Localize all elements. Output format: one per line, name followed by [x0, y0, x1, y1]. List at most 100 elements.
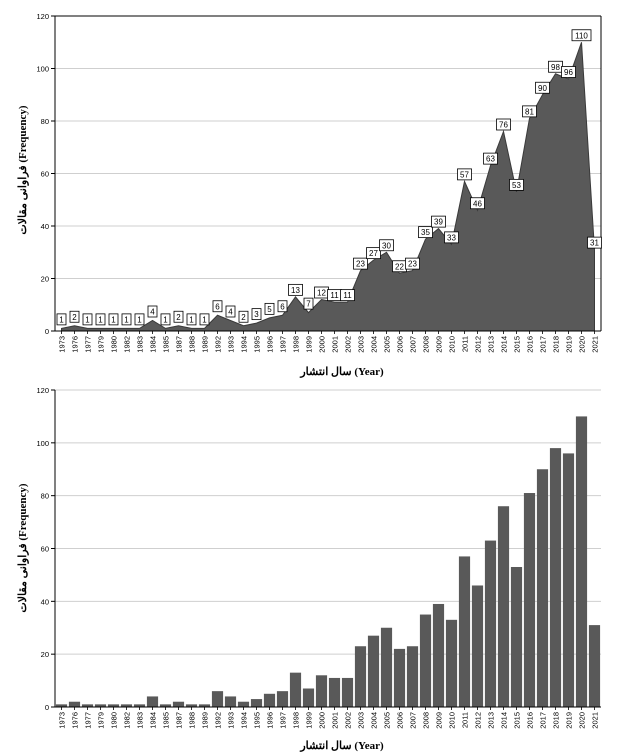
x-tick-label: 2019: [565, 712, 574, 729]
bar: [55, 704, 68, 707]
data-label: 1: [160, 313, 171, 326]
data-label: 1: [56, 313, 67, 326]
x-tick-label: 2009: [435, 336, 444, 353]
x-tick-label: 1993: [227, 712, 236, 729]
x-tick-label: 1979: [97, 336, 106, 353]
svg-text:35: 35: [421, 228, 430, 237]
bar: [510, 566, 523, 707]
y-tick-labels: 0 20 40 60 80 100 120: [36, 12, 49, 336]
bar: [588, 625, 601, 707]
bar: [393, 648, 406, 707]
svg-text:2: 2: [176, 313, 181, 322]
svg-text:6: 6: [280, 302, 285, 311]
y-axis-label: فراوانی مقالات (Frequency): [17, 483, 29, 612]
svg-text:46: 46: [473, 199, 482, 208]
x-tick-label: 2020: [578, 336, 587, 353]
x-tick-label: 1973: [58, 712, 67, 729]
bar: [367, 635, 380, 707]
x-tick-label: 1996: [266, 336, 275, 353]
x-tick-label: 1989: [201, 336, 210, 353]
x-tick-label: 2000: [318, 712, 327, 729]
x-tick-label: 2013: [487, 336, 496, 353]
svg-text:98: 98: [551, 63, 560, 72]
x-tick-label: 2001: [331, 712, 340, 729]
x-tick-label: 2005: [383, 712, 392, 729]
x-tick-label: 2002: [344, 336, 353, 353]
svg-text:90: 90: [538, 84, 547, 93]
svg-text:81: 81: [525, 107, 534, 116]
x-tick-label: 2012: [474, 712, 483, 729]
data-label: 90: [535, 81, 550, 94]
data-label: 7: [303, 297, 314, 310]
y-tick-label: 60: [41, 545, 49, 554]
data-label: 63: [483, 152, 498, 165]
x-tick-label: 1994: [240, 712, 249, 729]
bar-chart: 0 20 40 60 80 100 120 1973 1976 1977 1979 1980 1982…: [17, 386, 601, 752]
x-tick-label: 2002: [344, 712, 353, 729]
x-tick-label: 1979: [97, 712, 106, 729]
x-tick-label: 2007: [409, 336, 418, 353]
svg-text:76: 76: [499, 121, 508, 130]
bar: [94, 704, 107, 707]
x-tick-label: 1998: [292, 712, 301, 729]
svg-text:11: 11: [330, 291, 339, 300]
svg-text:1: 1: [124, 315, 129, 324]
x-tick-label: 1994: [240, 336, 249, 353]
y-tick-label: 120: [36, 12, 49, 21]
bar: [484, 540, 497, 707]
svg-text:63: 63: [486, 155, 495, 164]
x-tick-label: 1993: [227, 336, 236, 353]
bar: [120, 704, 133, 707]
x-tick-label: 2008: [422, 336, 431, 353]
bar: [263, 693, 276, 707]
x-tick-label: 1992: [214, 712, 223, 729]
x-tick-label: 2003: [357, 712, 366, 729]
y-tick-label: 80: [41, 117, 49, 126]
data-label: 98: [548, 60, 563, 73]
x-axis-label: سال انتشار (Year): [299, 740, 384, 752]
x-tick-label: 2001: [331, 336, 340, 353]
x-tick-label: 2021: [591, 712, 600, 729]
bar: [237, 701, 250, 707]
svg-text:6: 6: [215, 302, 220, 311]
y-tick-label: 40: [41, 597, 49, 606]
svg-text:39: 39: [434, 218, 443, 227]
data-label: 46: [470, 197, 485, 210]
x-tick-label: 1989: [201, 712, 210, 729]
bar: [315, 675, 328, 707]
data-label: 1: [186, 313, 197, 326]
svg-text:23: 23: [408, 260, 417, 269]
x-tick-label: 2009: [435, 712, 444, 729]
x-tick-label: 2003: [357, 336, 366, 353]
bar: [185, 704, 198, 707]
bar: [81, 704, 94, 707]
x-tick-label: 2012: [474, 336, 483, 353]
data-label: 53: [509, 178, 524, 191]
bar: [250, 699, 263, 707]
svg-text:4: 4: [228, 308, 233, 317]
x-tick-label: 2013: [487, 712, 496, 729]
x-tick-label: 2014: [500, 336, 509, 353]
svg-text:1: 1: [137, 315, 142, 324]
bar: [354, 646, 367, 707]
x-tick-label: 1988: [188, 712, 197, 729]
x-tick-label: 2006: [396, 336, 405, 353]
bar: [575, 416, 588, 707]
x-tick-label: 1995: [253, 712, 262, 729]
bar: [445, 619, 458, 707]
area-fill: [61, 42, 595, 332]
x-tick-label: 1980: [110, 712, 119, 729]
svg-text:96: 96: [564, 68, 573, 77]
x-tick-label: 2005: [383, 336, 392, 353]
x-tick-label: 2020: [578, 712, 587, 729]
axes: [51, 389, 601, 710]
y-tick-label: 120: [36, 386, 49, 395]
svg-text:2: 2: [72, 313, 77, 322]
x-tick-label: 2006: [396, 712, 405, 729]
data-label: 23: [353, 257, 368, 270]
y-tick-label: 20: [41, 650, 49, 659]
data-label: 13: [288, 283, 303, 296]
x-tick-label: 1985: [162, 336, 171, 353]
x-tick-label: 1977: [84, 712, 93, 729]
x-tick-label: 1976: [71, 336, 80, 353]
